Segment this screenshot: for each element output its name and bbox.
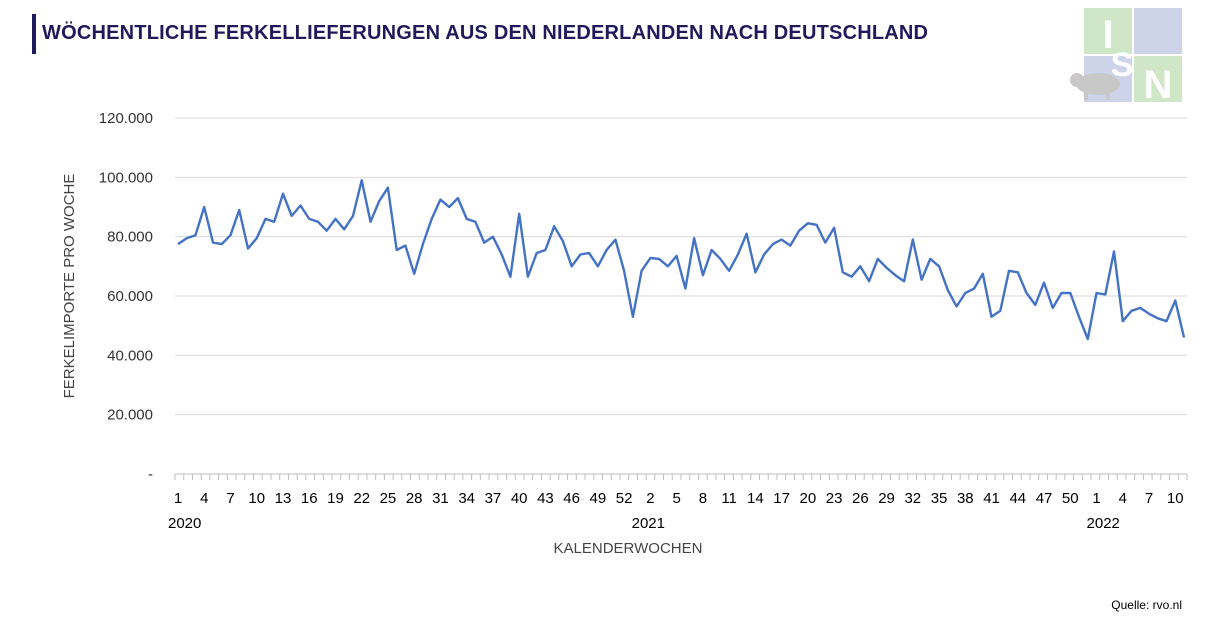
year-label: 2021 — [632, 515, 665, 532]
grid-lines — [175, 117, 1187, 416]
year-label: 2020 — [168, 515, 201, 532]
year-labels: 2020 2021 2022 — [168, 515, 1120, 532]
x-tick-label: 38 — [957, 490, 974, 507]
x-tick-label: 31 — [432, 490, 449, 507]
x-tick-label: 8 — [699, 490, 707, 507]
source-note: Quelle: rvo.nl — [1111, 598, 1182, 612]
y-axis-label: FERKELIMPORTE PRO WOCHE — [61, 174, 78, 399]
y-tick-label: 40.000 — [107, 347, 153, 364]
x-tick-label: 35 — [931, 490, 948, 507]
x-tick-label: 4 — [1119, 490, 1127, 507]
logo-letter-n: N — [1144, 63, 1173, 104]
x-tick-label: 13 — [275, 490, 292, 507]
x-tick-label: 32 — [904, 490, 921, 507]
x-tick-label: 40 — [511, 490, 528, 507]
x-tick-label: 49 — [590, 490, 607, 507]
page-title: WÖCHENTLICHE FERKELLIEFERUNGEN AUS DEN N… — [42, 22, 929, 44]
x-tick-label: 20 — [799, 490, 816, 507]
y-tick-label: 100.000 — [99, 169, 153, 186]
x-tick-label: 25 — [380, 490, 397, 507]
x-axis-label: KALENDERWOCHEN — [554, 540, 703, 557]
x-tick-label: 28 — [406, 490, 423, 507]
x-tick-label: 43 — [537, 490, 554, 507]
x-tick-label: 16 — [301, 490, 318, 507]
x-tick-label: 19 — [327, 490, 344, 507]
x-tick-label: 1 — [174, 490, 182, 507]
x-tick-label: 29 — [878, 490, 895, 507]
x-tick-label: 23 — [826, 490, 843, 507]
y-tick-label: - — [148, 466, 153, 483]
x-tick-label: 26 — [852, 490, 869, 507]
x-tick-label: 22 — [353, 490, 370, 507]
x-tick-label: 5 — [672, 490, 680, 507]
year-label: 2022 — [1087, 515, 1120, 532]
logo-letter-s: S — [1111, 46, 1134, 84]
x-tick-label: 7 — [226, 490, 234, 507]
y-tick-label: 60.000 — [107, 288, 153, 305]
pig-icon — [1070, 73, 1120, 100]
y-axis-ticks: - 20.000 40.000 60.000 80.000 100.000 120.000 — [99, 110, 153, 483]
x-tick-label: 17 — [773, 490, 790, 507]
x-tick-label: 7 — [1145, 490, 1153, 507]
y-tick-label: 120.000 — [99, 110, 153, 127]
x-tick-label: 10 — [248, 490, 265, 507]
x-axis — [174, 473, 1188, 480]
x-tick-label: 4 — [200, 490, 208, 507]
x-tick-label: 44 — [1009, 490, 1026, 507]
x-tick-label: 37 — [485, 490, 502, 507]
title-accent-bar — [32, 14, 36, 54]
series-line — [177, 179, 1186, 341]
x-tick-label: 2 — [646, 490, 654, 507]
y-tick-label: 20.000 — [107, 407, 153, 424]
x-tick-label: 11 — [721, 490, 737, 507]
x-axis-ticks: 1 4 7 10 13 16 19 22 25 28 31 34 37 40 43 46 49 52 2 5 8 11 14… — [174, 490, 1184, 507]
x-tick-label: 46 — [563, 490, 580, 507]
x-tick-label: 41 — [983, 490, 1000, 507]
y-tick-label: 80.000 — [107, 229, 153, 246]
x-tick-label: 34 — [458, 490, 475, 507]
logo-letter-i: I — [1102, 13, 1113, 57]
isn-logo: I S N — [1070, 8, 1182, 104]
x-tick-label: 14 — [747, 490, 764, 507]
x-tick-label: 10 — [1167, 490, 1184, 507]
x-tick-label: 47 — [1036, 490, 1053, 507]
x-tick-label: 50 — [1062, 490, 1079, 507]
x-tick-label: 52 — [616, 490, 633, 507]
series-group — [177, 179, 1186, 341]
x-tick-label: 1 — [1092, 490, 1100, 507]
